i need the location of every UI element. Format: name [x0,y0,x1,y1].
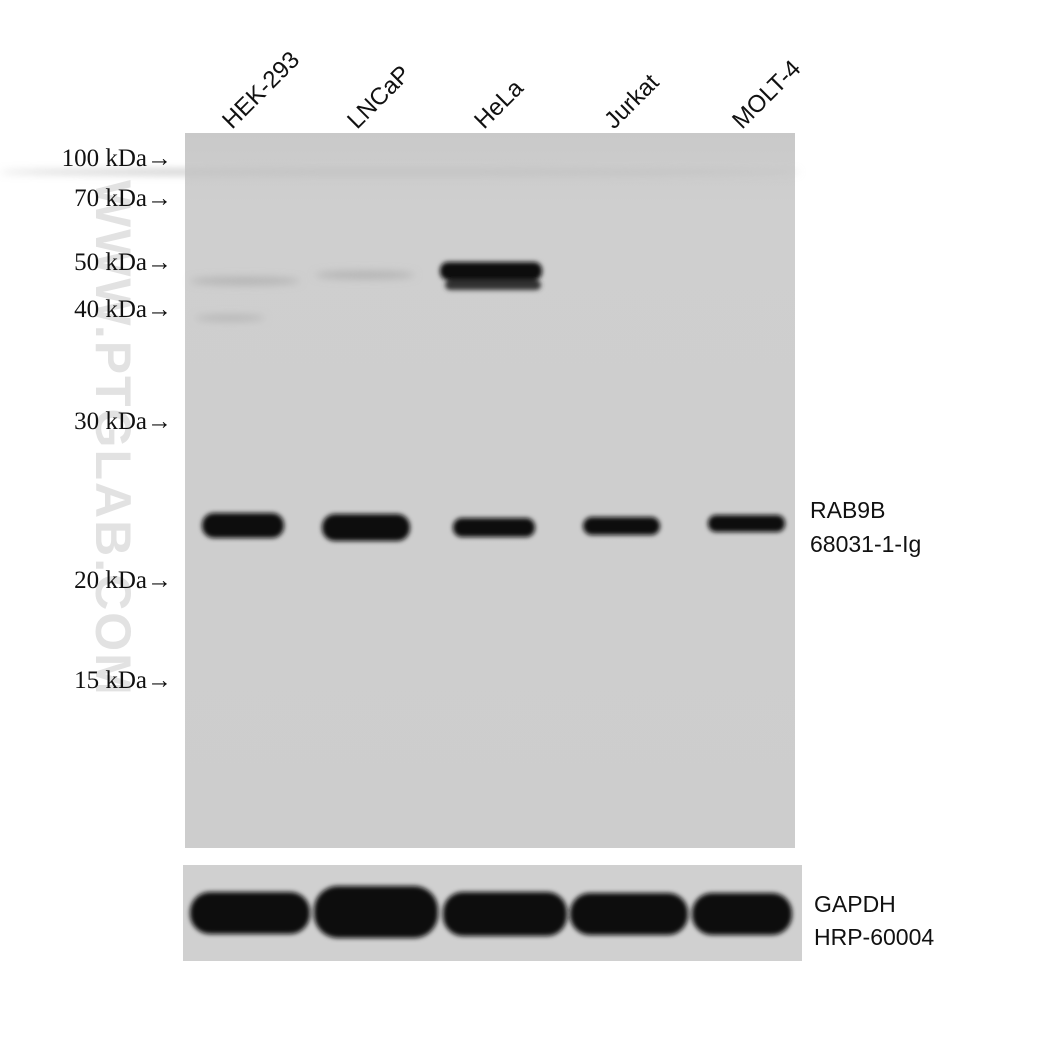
control-catalog: HRP-60004 [814,924,934,950]
rab9b-bands [202,513,785,541]
watermark: WWW.PTGLAB.COM [85,180,141,697]
marker-label: 100 kDa→ [62,145,172,172]
target-name: RAB9B [810,497,885,523]
control-name: GAPDH [814,891,896,917]
hela-50kda-band [440,262,542,290]
lane-label: HEK-293 [217,46,305,134]
lane-label: LNCaP [342,60,416,134]
gapdh-bands [190,886,792,938]
lane-label: Jurkat [599,69,665,135]
main-blot [185,133,795,848]
faint-bands [0,169,800,321]
marker-label: 40 kDa→ [74,296,172,323]
marker-label: 30 kDa→ [74,408,172,435]
lane-label: MOLT-4 [727,55,806,134]
marker-label: 15 kDa→ [74,667,172,694]
marker-label: 70 kDa→ [74,185,172,212]
lane-label: HeLa [469,74,529,134]
target-catalog: 68031-1-Ig [810,531,921,557]
marker-label: 20 kDa→ [74,567,172,594]
marker-label: 50 kDa→ [74,249,172,276]
